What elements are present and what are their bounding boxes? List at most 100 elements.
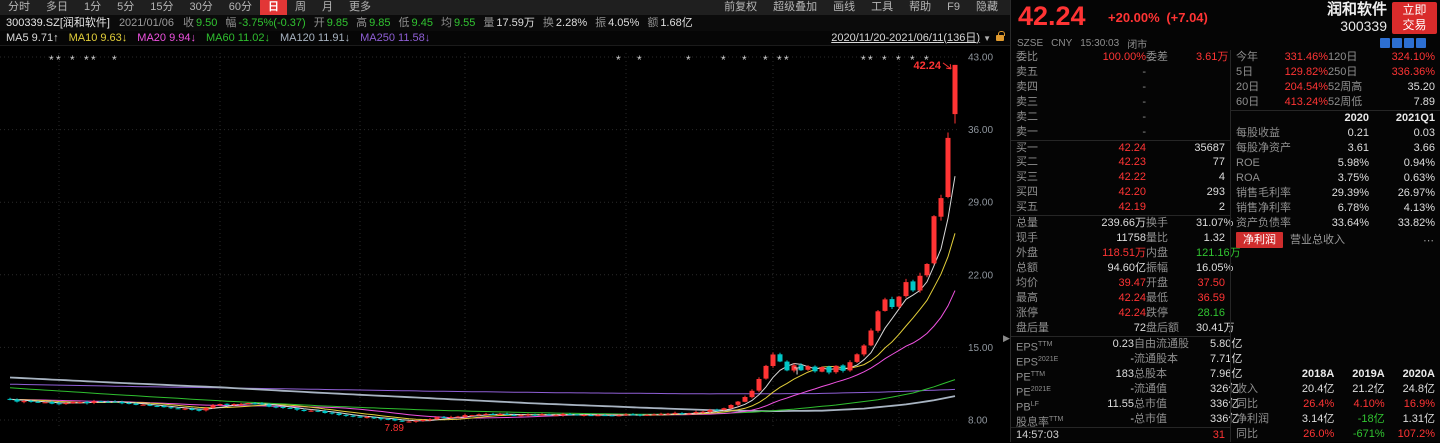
- performance-label: 20日: [1236, 81, 1260, 93]
- ask-row[interactable]: 卖四 -: [1011, 80, 1230, 95]
- valuation-value: 11.55: [1107, 398, 1134, 410]
- fin-row: 同比 26.4% 4.10% 16.9%: [1231, 397, 1440, 412]
- bid-row[interactable]: 买三 42.22 4: [1011, 170, 1230, 185]
- ratio-row: 每股收益 0.21 0.03: [1231, 126, 1440, 141]
- toolbar-tool-6[interactable]: 隐藏: [976, 1, 998, 13]
- toolbar-tool-0[interactable]: 前复权: [724, 1, 758, 13]
- ask-price: -: [1142, 66, 1146, 78]
- toolbar-tool-2[interactable]: 画线: [833, 1, 856, 13]
- panel-collapse-icon[interactable]: ▶: [1003, 333, 1010, 343]
- valuation-label: EPSTTM: [1016, 337, 1078, 356]
- svg-text:*: *: [861, 53, 866, 67]
- svg-text:*: *: [777, 53, 782, 67]
- chart-range-area: 2020/11/20-2021/06/11(136日) ▼: [831, 31, 1010, 46]
- bid-price: 42.22: [1118, 171, 1146, 183]
- toolbar-tool-3[interactable]: 工具: [871, 1, 894, 13]
- stats-label: 总量: [1016, 217, 1038, 229]
- ask-volume: [1146, 110, 1225, 125]
- ratio-header-blank: [1236, 111, 1307, 126]
- ma-legend-bar: MA5 9.71↑ MA10 9.63↓ MA20 9.94↓ MA60 11.02↓…: [0, 31, 1010, 46]
- svg-text:*: *: [84, 53, 89, 67]
- bid-label: 买三: [1016, 171, 1038, 183]
- toolbar-tool-1[interactable]: 超级叠加: [773, 1, 818, 13]
- quote-badge-icon-3[interactable]: [1416, 38, 1426, 48]
- performance-row: 60日 413.24% 52周低 7.89: [1231, 95, 1440, 110]
- ohlc-fields: 收 9.50 幅 -3.75%(-0.37) 开 9.85 高 9.85 低 9.45 均 9.55 量…: [183, 15, 701, 31]
- valuation-label2: 总股本: [1134, 368, 1167, 380]
- stock-name: 润和软件: [1326, 1, 1387, 18]
- toolbar-period-2[interactable]: 1分: [84, 1, 102, 13]
- valuation-label-sup: LF: [1030, 401, 1039, 408]
- trade-now-button[interactable]: 立即 交易: [1392, 2, 1437, 34]
- stats-row: 盘后量 72 盘后额 30.41万: [1011, 321, 1235, 336]
- ask-row[interactable]: 卖三 -: [1011, 95, 1230, 110]
- ratio-label: 销售净利率: [1236, 202, 1291, 214]
- performance-label: 120日: [1328, 51, 1358, 63]
- valuation-row: PETTM 183 总股本 7.96亿: [1011, 367, 1242, 384]
- info-field-value: 9.55: [453, 17, 476, 29]
- toolbar-period-9[interactable]: 月: [322, 1, 333, 13]
- svg-text:36.00: 36.00: [968, 125, 993, 136]
- quote-columns: 委比 100.00% 委差 3.61万 卖五 - 卖四 - 卖三 - 卖二 - 卖一 - 买一 42.24 35…: [1011, 50, 1440, 442]
- toolbar-period-5[interactable]: 30分: [189, 1, 213, 13]
- valuation-row: PE2021E - 流通值 326亿: [1011, 382, 1239, 399]
- bid-price: 42.19: [1118, 201, 1146, 213]
- quote-badge-icon-0[interactable]: [1380, 38, 1390, 48]
- ask-volume: [1146, 65, 1225, 80]
- toolbar-period-6[interactable]: 60分: [228, 1, 252, 13]
- quote-badge-icon-1[interactable]: [1392, 38, 1402, 48]
- bid-label: 买一: [1016, 142, 1038, 154]
- ask-row[interactable]: 卖五 -: [1011, 65, 1230, 80]
- ask-row[interactable]: 卖一 -: [1011, 125, 1230, 140]
- svg-text:*: *: [49, 53, 54, 67]
- toolbar-period-4[interactable]: 15分: [150, 1, 174, 13]
- tab-total-revenue[interactable]: 营业总收入: [1290, 234, 1345, 246]
- weicha-value: 3.61万: [1196, 51, 1229, 63]
- bid-row[interactable]: 买五 42.19 2: [1011, 200, 1230, 215]
- valuation-value2: 5.80亿: [1210, 338, 1243, 350]
- toolbar-period-10[interactable]: 更多: [349, 1, 371, 13]
- stats-label: 振幅: [1146, 262, 1168, 274]
- ratio-row: 资产负债率 33.64% 33.82%: [1231, 216, 1440, 231]
- valuation-value: -: [1130, 383, 1134, 395]
- toolbar-period-3[interactable]: 5分: [117, 1, 135, 13]
- chevron-down-icon[interactable]: ▼: [983, 33, 991, 43]
- bid-row[interactable]: 买二 42.23 77: [1011, 155, 1230, 170]
- tab-net-profit[interactable]: 净利润: [1236, 232, 1283, 248]
- stock-info-bar: 300339.SZ[润和软件] 2021/01/06 收 9.50 幅 -3.75%(…: [0, 15, 1010, 31]
- valuation-label: PBLF: [1016, 397, 1078, 416]
- more-icon[interactable]: ⋯: [1423, 234, 1435, 247]
- svg-text:*: *: [896, 53, 901, 67]
- toolbar-period-0[interactable]: 分时: [8, 1, 30, 13]
- chart-range-selector[interactable]: 2020/11/20-2021/06/11(136日): [831, 31, 981, 44]
- ma-legend-ma5: MA5 9.71↑: [6, 31, 59, 44]
- ratio-row: 每股净资产 3.61 3.66: [1231, 141, 1440, 156]
- quote-badge-icon-2[interactable]: [1404, 38, 1414, 48]
- stats-label: 换手: [1146, 217, 1168, 229]
- weibi-value: 100.00%: [1102, 51, 1146, 63]
- fin-value: -18亿: [1357, 413, 1385, 425]
- bid-volume: 2: [1218, 201, 1225, 213]
- ask-label: 卖四: [1016, 81, 1038, 93]
- bid-volume: 35687: [1194, 142, 1225, 154]
- toolbar-period-1[interactable]: 多日: [46, 1, 68, 13]
- performance-value: 336.36%: [1391, 66, 1435, 78]
- bid-price: 42.24: [1118, 142, 1146, 154]
- lock-icon[interactable]: [996, 31, 1005, 41]
- valuation-label-main: 股息率: [1016, 416, 1049, 429]
- bid-row[interactable]: 买一 42.24 35687: [1011, 140, 1230, 155]
- toolbar-tool-5[interactable]: F9: [947, 1, 960, 13]
- toolbar-period-7[interactable]: 日: [260, 0, 287, 15]
- ask-row[interactable]: 卖二 -: [1011, 110, 1230, 125]
- info-field-value: 9.50: [196, 17, 218, 29]
- stats-value: 11758: [1116, 232, 1146, 244]
- stats-value: 30.41万: [1196, 322, 1235, 334]
- toolbar-period-8[interactable]: 周: [295, 1, 306, 13]
- bid-row[interactable]: 买四 42.20 293: [1011, 185, 1230, 200]
- ask-volume: [1146, 80, 1225, 95]
- quote-badges: [1380, 38, 1426, 48]
- toolbar-tool-4[interactable]: 帮助: [909, 1, 932, 13]
- svg-text:8.00: 8.00: [968, 416, 988, 427]
- stats-value: 42.24: [1118, 307, 1146, 319]
